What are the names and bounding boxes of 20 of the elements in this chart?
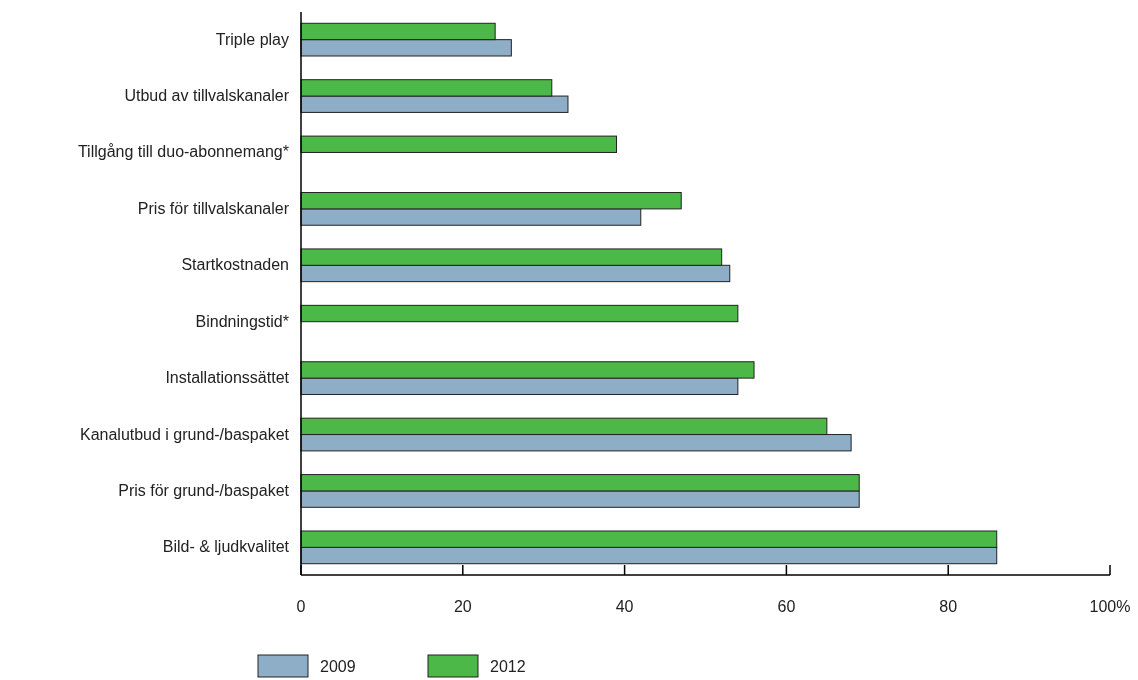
x-tick-label: 40 [615,598,634,615]
y-tick-label: Bild- & ljudkvalitet [162,538,290,556]
y-tick-label: Triple play [215,30,289,48]
y-tick-label: Pris för tillvalskanaler [137,199,290,217]
y-tick-label: Pris för grund-/baspaket [118,481,290,499]
y-tick-label: Tillgång till duo-abonnemang* [77,143,289,161]
y-tick-label: Startkostnaden [181,256,289,274]
x-tick-label: 0 [296,598,306,615]
y-tick-label: Installationssättet [165,369,290,387]
x-tick-label: 20 [453,598,472,615]
y-tick-label: Bindningstid* [195,312,289,330]
x-tick-label: 80 [939,598,958,615]
legend-label: 2009 [320,658,356,675]
y-tick-label: Utbud av tillvalskanaler [124,87,290,105]
y-tick-label: Kanalutbud i grund-/baspaket [79,425,290,443]
bar [300,304,739,323]
x-tick-label: 60 [777,598,796,615]
bar [300,135,618,153]
x-tick-label: 100% [1089,598,1131,615]
legend-label: 2012 [490,658,526,675]
